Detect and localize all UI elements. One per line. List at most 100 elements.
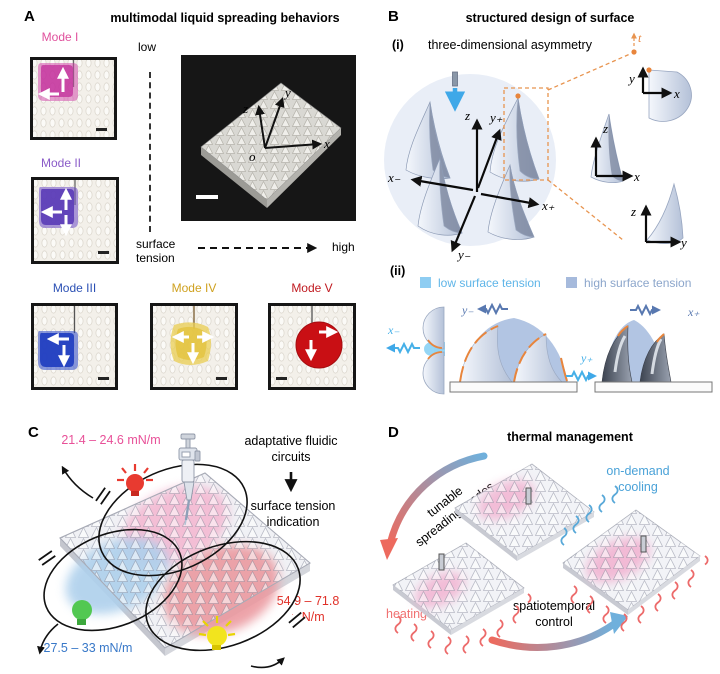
svg-text:x: x — [633, 169, 640, 184]
svg-text:z: z — [630, 204, 636, 219]
panel-c-art — [37, 433, 311, 669]
axis-x-label: x — [323, 136, 330, 151]
axis-y-plus: y₊ — [488, 110, 503, 125]
panel-d-art — [380, 452, 709, 655]
scale-bar — [276, 377, 287, 380]
cycle-arrow-bottom — [488, 620, 618, 651]
scale-bar — [98, 251, 109, 254]
curved-arrows — [37, 465, 285, 669]
baseplate — [594, 381, 713, 393]
svg-text:x: x — [673, 86, 680, 101]
svg-text:y: y — [627, 71, 635, 86]
circuit-loops — [43, 463, 301, 652]
axis-z: z — [464, 108, 470, 123]
xminus-sketch: x₋ — [386, 306, 445, 395]
mode-3-image — [31, 303, 118, 390]
cycle-arrow-left — [386, 452, 488, 548]
dir-x-minus: x₋ — [387, 323, 400, 337]
axis-y-minus: y₋ — [456, 247, 471, 262]
heating-label: heating — [386, 607, 428, 621]
caption-fluidic-circuits: adaptative fluidic circuits — [244, 434, 338, 465]
fin-array — [405, 96, 540, 240]
red-bulb-icon — [117, 464, 153, 496]
heat-squiggles — [570, 555, 709, 632]
surface-tension-arrow — [198, 243, 318, 253]
axis-z-label: z — [242, 101, 248, 116]
y-minus-arrow-icon — [477, 302, 508, 316]
view-yz: z y — [630, 182, 687, 250]
axis-x-plus: x₊ — [541, 198, 555, 213]
pipette — [178, 433, 201, 526]
high-label: high — [332, 240, 355, 254]
mode-5-label: Mode V — [291, 281, 333, 295]
range-blue-label: 27.5 – 33 mN/m — [43, 641, 133, 655]
t-label: t — [638, 31, 642, 45]
panel-b-label: B — [388, 8, 399, 25]
low-label: low — [138, 40, 157, 54]
panel-d-label: D — [388, 424, 399, 441]
axes-3d — [410, 118, 540, 253]
legend-high-label: high surface tension — [584, 276, 692, 290]
axis-y-label: y — [283, 85, 291, 100]
range-pink-label: 21.4 – 24.6 mN/m — [61, 433, 161, 447]
panel-b-ii-label: (ii) — [390, 264, 406, 278]
plate-cooling — [560, 485, 709, 632]
panel-d-title: thermal management — [507, 430, 633, 444]
mode-3-label: Mode III — [52, 281, 97, 295]
view-xy: y x — [627, 66, 692, 122]
spread-arrows — [171, 331, 215, 365]
mode-5-image — [268, 303, 356, 390]
heater-rod — [438, 553, 445, 571]
circuit-breaks — [38, 487, 307, 630]
green-bulb-icon — [72, 600, 92, 625]
t-dot — [631, 49, 637, 55]
axis-x-minus: x₋ — [387, 170, 401, 185]
spread-arrows — [46, 333, 70, 368]
surface-tension-axis-label: surface tension — [136, 237, 176, 265]
spatiotemporal-label: spatiotemporal control — [513, 599, 595, 630]
y-sketch: y₋ y₊ — [449, 302, 597, 393]
cone-texture — [59, 472, 311, 649]
heat-squiggles — [394, 593, 532, 655]
dir-x-plus: x₊ — [687, 305, 700, 319]
mode-4-image — [150, 303, 238, 390]
x-plus-arrow-icon — [630, 303, 661, 317]
spread-arrows — [40, 187, 72, 237]
view-xz: z x — [590, 113, 640, 184]
vertical-dashed-line — [149, 72, 151, 232]
heater-rod — [640, 535, 647, 553]
panel-b-i-title: three-dimensional asymmetry — [428, 38, 592, 52]
panel-b-title: structured design of surface — [465, 11, 635, 25]
svg-text:z: z — [602, 121, 608, 136]
spread-arrows — [305, 326, 339, 362]
x-minus-arrow-icon — [386, 341, 420, 355]
photo-scale-bar — [196, 195, 218, 199]
caption-surface-tension: surface tension indication — [250, 499, 336, 530]
axis-o-label: o — [249, 149, 256, 164]
baseplate — [449, 381, 578, 393]
y-plus-arrow-icon — [566, 369, 597, 383]
photo-axes — [255, 96, 323, 150]
cooling-squiggles — [560, 485, 619, 546]
panel-b-i-art: z y₊ x₋ x₊ y₋ t y x — [384, 31, 692, 262]
mode-2-label: Mode II — [40, 156, 82, 170]
mode-2-image — [31, 177, 119, 264]
svg-text:y: y — [679, 235, 687, 250]
spread-arrows — [37, 66, 69, 100]
cooling-label: on-demand cooling — [606, 464, 670, 495]
scale-bar — [216, 377, 227, 380]
sample-photo: z y x o — [181, 55, 356, 221]
down-arrow-icon — [284, 472, 298, 493]
scale-bar — [96, 128, 107, 131]
scale-bar — [98, 377, 109, 380]
plate-heating — [392, 542, 532, 655]
zoom-box — [503, 53, 631, 241]
legend-swatch-high — [566, 277, 577, 288]
mode-4-label: Mode IV — [171, 281, 217, 295]
dir-y-plus: y₊ — [580, 351, 593, 365]
mode-1-label: Mode I — [41, 30, 79, 44]
plate-top — [454, 463, 595, 561]
yellow-bulb-icon — [198, 616, 236, 650]
panel-a-label: A — [24, 8, 35, 25]
